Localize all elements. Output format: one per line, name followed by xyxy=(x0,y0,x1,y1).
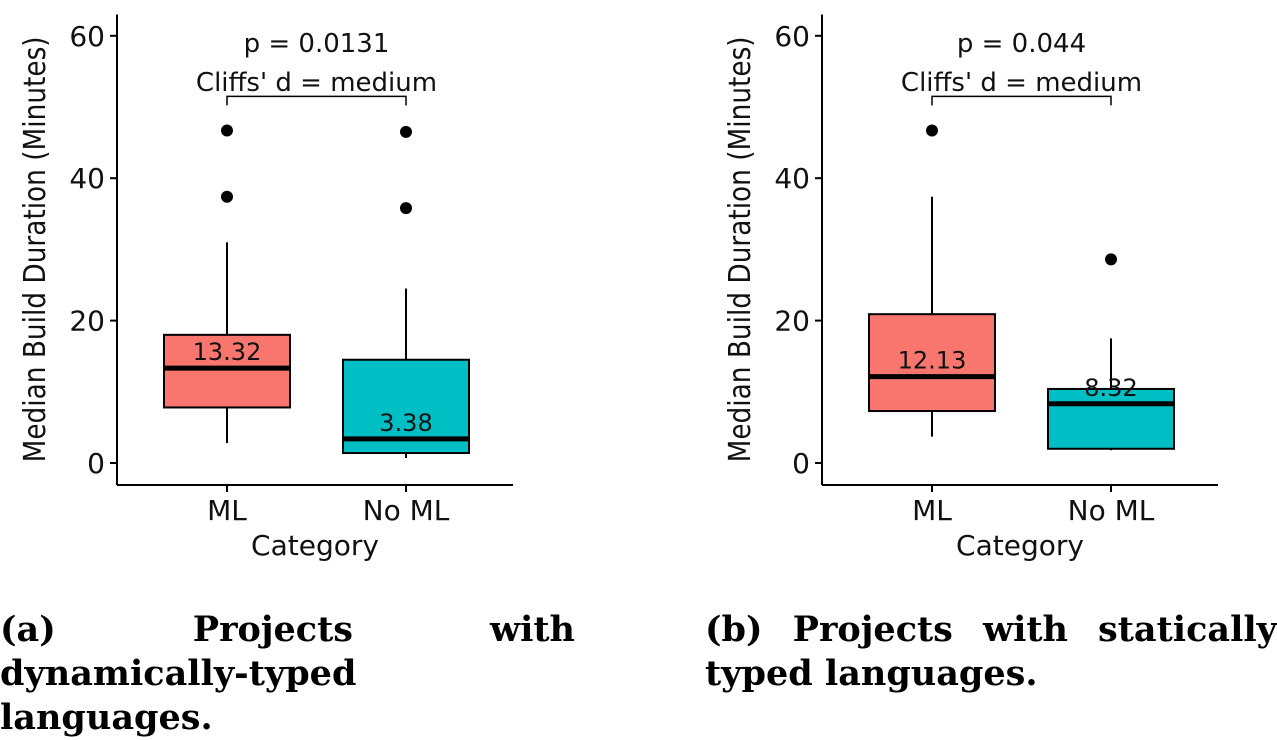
effect-size-label: Cliffs' d = medium xyxy=(196,68,437,98)
outlier-point xyxy=(400,125,412,138)
effect-size-label: Cliffs' d = medium xyxy=(901,68,1142,98)
x-axis-label: Category xyxy=(251,529,379,562)
y-tick-label: 60 xyxy=(774,20,810,53)
y-tick-label: 0 xyxy=(87,447,105,480)
median-value-label: 12.13 xyxy=(898,347,967,375)
y-tick-label: 40 xyxy=(774,162,810,195)
outlier-point xyxy=(221,124,233,137)
figure-panel-b: 0 20 40 60 Median Build Duration (Minutes) ML… xyxy=(705,0,1277,724)
y-tick-label: 0 xyxy=(792,447,810,480)
significance-bracket xyxy=(931,95,1112,106)
y-tick-label: 20 xyxy=(774,305,810,338)
x-tick-label: ML xyxy=(912,494,952,527)
box-ml xyxy=(163,333,291,409)
caption-b: (b) Projects with statically typed langu… xyxy=(705,609,1277,694)
outlier-point xyxy=(221,190,233,203)
median-value-label: 8.32 xyxy=(1084,374,1137,402)
x-axis-label: Category xyxy=(956,529,1084,562)
outlier-point xyxy=(1105,253,1117,266)
x-tick-label: ML xyxy=(207,494,247,527)
outlier-point xyxy=(926,124,938,137)
boxplot-chart-b: 0 20 40 60 Median Build Duration (Minutes) ML… xyxy=(723,14,1218,562)
outlier-point xyxy=(400,202,412,215)
x-tick-label: No ML xyxy=(1068,494,1155,527)
box-ml xyxy=(868,313,996,413)
significance-bracket xyxy=(226,95,407,106)
caption-a: (a) Projects with dynamically-typed lang… xyxy=(0,609,575,738)
y-tick-label: 20 xyxy=(69,305,105,338)
box-no-ml xyxy=(1047,387,1175,450)
p-value-label: p = 0.0131 xyxy=(244,29,390,59)
x-tick-label: No ML xyxy=(363,494,450,527)
y-axis-label: Median Build Duration (Minutes) xyxy=(18,36,53,462)
figure-panel-a: 0 20 40 60 Median Build Duration (Minutes) ML… xyxy=(0,0,620,738)
p-value-label: p = 0.044 xyxy=(957,29,1086,59)
y-axis-label: Median Build Duration (Minutes) xyxy=(723,36,758,462)
boxplot-chart-a: 0 20 40 60 Median Build Duration (Minutes) ML… xyxy=(18,14,513,562)
y-tick-label: 60 xyxy=(69,20,105,53)
median-value-label: 13.32 xyxy=(193,338,262,366)
median-value-label: 3.38 xyxy=(379,409,432,437)
y-tick-label: 40 xyxy=(69,162,105,195)
